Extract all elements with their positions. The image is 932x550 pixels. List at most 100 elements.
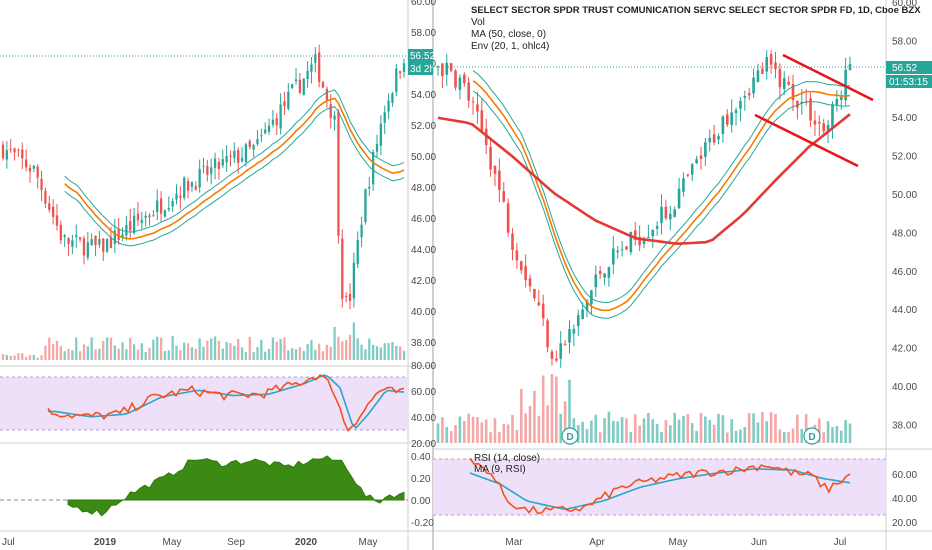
candle-body: [822, 123, 826, 132]
volume-bar: [63, 351, 66, 360]
volume-bar: [695, 430, 698, 443]
left-envelope-lower: [64, 106, 405, 247]
legend-ma[interactable]: MA (50, close, 0): [471, 29, 546, 40]
candle-body: [40, 178, 43, 191]
volume-bar: [629, 432, 633, 443]
volume-bar: [67, 348, 70, 360]
axis-tick-label: 46.00: [411, 214, 436, 225]
volume-bar: [32, 354, 35, 360]
chart-title: SELECT SECTOR SPDR TRUST COMUNICATION SE…: [471, 5, 921, 16]
volume-bar: [240, 347, 244, 360]
candle-body: [533, 288, 536, 299]
volume-bar: [686, 414, 690, 443]
candle-body: [372, 152, 375, 185]
candle-body: [229, 155, 232, 157]
volume-bar: [796, 414, 799, 443]
volume-bar: [217, 340, 221, 360]
upper-channel-trendline[interactable]: [782, 53, 874, 102]
candle-body: [796, 100, 799, 108]
candle-body: [129, 220, 132, 231]
axis-tick-label: -0.20: [411, 518, 434, 529]
svg-text:D: D: [566, 432, 573, 443]
svg-text:D: D: [808, 432, 815, 443]
volume-bar: [822, 432, 826, 443]
axis-tick-label: 44.00: [892, 305, 917, 316]
candle-body: [449, 63, 453, 71]
right-ma50-line: [437, 113, 851, 246]
volume-bar: [291, 348, 294, 360]
volume-bar: [533, 390, 536, 443]
volume-bar: [839, 430, 843, 443]
volume-bar: [633, 414, 637, 443]
dividend-marker[interactable]: D: [561, 427, 579, 445]
volume-bar: [352, 322, 356, 360]
axis-tick-label: 40.00: [892, 382, 917, 393]
candle-body: [398, 71, 402, 74]
volume-bar: [379, 347, 383, 360]
candle-body: [183, 177, 186, 198]
volume-bar: [318, 343, 321, 360]
volume-bar: [225, 342, 228, 360]
legend-vol[interactable]: Vol: [471, 17, 485, 28]
dividend-marker[interactable]: D: [803, 427, 821, 445]
volume-bar: [743, 427, 747, 443]
candle-body: [476, 104, 479, 112]
candle-body: [345, 296, 348, 298]
volume-bar: [179, 349, 182, 360]
candle-body: [519, 261, 523, 271]
candle-body: [585, 300, 589, 311]
candle-body: [625, 246, 628, 250]
candle-body: [502, 191, 506, 202]
candle-body: [598, 270, 602, 275]
time-tick-label: Jul: [2, 537, 15, 548]
volume-bar: [368, 338, 371, 360]
volume-bar: [484, 419, 488, 443]
candle-body: [391, 93, 394, 103]
volume-bar: [515, 430, 519, 443]
candle-body: [489, 146, 492, 170]
candle-body: [51, 206, 55, 217]
candle-body: [24, 159, 28, 168]
candle-body: [655, 225, 659, 229]
candle-body: [190, 182, 194, 187]
axis-tick-label: 38.00: [411, 338, 436, 349]
volume-bar: [704, 416, 707, 443]
volume-bar: [541, 375, 545, 443]
candle-body: [248, 141, 251, 147]
legend-envelope[interactable]: Env (20, 1, ohlc4): [471, 41, 549, 52]
candle-body: [78, 237, 82, 240]
legend-rsi[interactable]: RSI (14, close): [474, 453, 540, 464]
candle-body: [791, 84, 795, 100]
volume-bar: [256, 347, 259, 360]
volume-bar: [395, 345, 398, 360]
left-price-axis: 60.0058.0056.0054.0052.0050.0048.0046.00…: [411, 0, 436, 349]
left-envelope-upper: [64, 89, 405, 233]
candle-body: [356, 240, 359, 265]
time-tick-label: Jun: [751, 537, 767, 548]
volume-bar: [458, 416, 462, 443]
volume-bar: [94, 349, 97, 360]
left-time-axis: Jul 2019 May Sep 2020 May: [2, 537, 377, 548]
volume-bar: [642, 418, 646, 443]
candle-body: [256, 138, 259, 145]
volume-bar: [129, 338, 132, 360]
volume-bar: [699, 412, 703, 443]
volume-bar: [136, 349, 140, 360]
volume-bar: [21, 353, 24, 360]
candle-body: [524, 266, 527, 281]
axis-tick-label: 40.00: [892, 494, 917, 505]
volume-bar: [651, 419, 655, 443]
left-oscillator-area: [67, 455, 405, 517]
candle-body: [264, 129, 267, 134]
candle-body: [739, 100, 742, 109]
lower-channel-trendline[interactable]: [754, 113, 859, 168]
volume-bar: [467, 413, 470, 443]
volume-bar: [271, 337, 275, 360]
candle-body: [132, 215, 136, 234]
candle-body: [325, 88, 329, 101]
candle-body: [550, 351, 554, 359]
time-tick-label: May: [163, 537, 182, 548]
legend-rsi-ma[interactable]: MA (9, RSI): [474, 464, 526, 475]
candle-body: [113, 230, 116, 244]
